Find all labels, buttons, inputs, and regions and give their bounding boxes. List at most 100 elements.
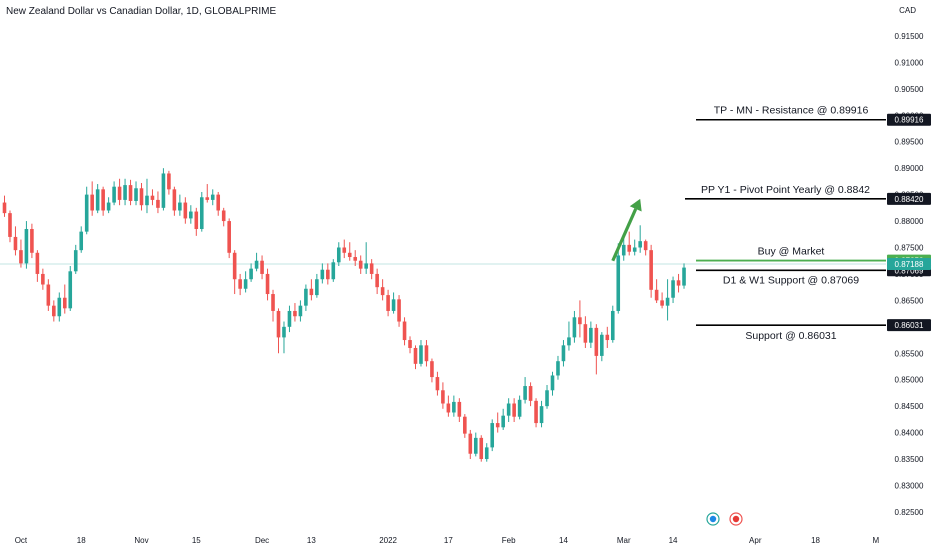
x-tick-label: Feb <box>502 536 516 545</box>
candle-body <box>150 195 155 200</box>
candle-body <box>342 247 347 253</box>
candle-body <box>128 185 133 201</box>
flag-nz-icon <box>709 515 717 523</box>
flag-ca-icon <box>732 515 740 523</box>
price-tag-text: 0.88420 <box>895 195 924 204</box>
candle-body <box>254 260 259 269</box>
candle-body <box>326 269 330 280</box>
candle-body <box>2 202 7 214</box>
candle-body <box>539 406 544 424</box>
price-levels: TP - MN - Resistance @ 0.89916 PP Y1 - Pi… <box>685 105 886 342</box>
candle-body <box>605 334 610 341</box>
candle-body <box>473 437 478 454</box>
candle-body <box>156 199 160 208</box>
level-label: TP - MN - Resistance @ 0.89916 <box>714 105 869 117</box>
price-tag-text: 0.86031 <box>895 321 924 330</box>
candle-body <box>79 231 84 251</box>
candle-body <box>309 288 314 296</box>
candle-body <box>654 289 659 301</box>
candle-body <box>397 299 401 322</box>
candle-body <box>556 361 560 376</box>
x-tick-label: 15 <box>192 536 201 545</box>
candle-body <box>167 173 171 190</box>
price-tag-text: 0.87069 <box>895 266 924 275</box>
candle-body <box>441 390 445 404</box>
candle-body <box>238 279 242 289</box>
candle-body <box>567 337 571 346</box>
candle-body <box>671 280 675 298</box>
candle-body <box>413 347 418 364</box>
candle-body <box>353 257 358 261</box>
candle-body <box>660 300 664 306</box>
y-tick-label: 0.87500 <box>895 244 924 253</box>
candle-body <box>8 213 12 237</box>
candle-body <box>265 273 270 295</box>
candle-body <box>227 221 231 253</box>
candle-body <box>484 447 489 460</box>
candle-body <box>194 211 199 229</box>
candle-body <box>501 415 505 428</box>
x-tick-label: 13 <box>307 536 316 545</box>
candle-body <box>358 260 363 269</box>
candle-body <box>19 250 23 264</box>
x-tick-label: 2022 <box>379 536 397 545</box>
candle-body <box>424 345 429 362</box>
candle-body <box>347 252 352 258</box>
x-tick-label: Apr <box>749 536 762 545</box>
candle-body <box>315 279 319 296</box>
candle-body <box>627 244 632 252</box>
y-tick-label: 0.91500 <box>895 32 924 41</box>
candle-body <box>145 195 149 206</box>
candle-body <box>419 345 423 364</box>
candle-body <box>523 386 527 400</box>
candle-body <box>205 197 210 200</box>
price-tag <box>887 319 931 332</box>
candle-body <box>391 299 396 311</box>
candle-body <box>112 186 116 203</box>
x-tick-label: 18 <box>811 536 820 545</box>
y-tick-label: 0.84500 <box>895 402 924 411</box>
candle-body <box>561 345 566 362</box>
candle-body <box>172 189 177 211</box>
candle-body <box>46 284 51 306</box>
candle-body <box>463 416 467 434</box>
candle-body <box>336 247 341 263</box>
price-tag-text: 0.89916 <box>895 116 924 125</box>
x-tick-label: 18 <box>77 536 86 545</box>
candle-body <box>243 279 248 289</box>
candle-body <box>134 188 138 201</box>
candle-body <box>13 236 18 251</box>
candle-body <box>457 401 462 417</box>
candle-body <box>430 361 434 378</box>
candle-body <box>24 228 29 264</box>
candles <box>2 168 686 462</box>
candle-body <box>139 188 144 206</box>
candle-body <box>452 401 456 413</box>
trend-arrow-head <box>629 198 642 212</box>
candle-body <box>517 399 522 417</box>
y-tick-label: 0.86500 <box>895 296 924 305</box>
candle-body <box>271 294 275 311</box>
candle-body <box>512 403 516 417</box>
price-tag <box>887 113 931 126</box>
candle-body <box>402 321 407 341</box>
candle-body <box>161 173 166 208</box>
candle-body <box>468 433 473 454</box>
candle-body <box>528 386 533 401</box>
level-label: PP Y1 - Pivot Point Yearly @ 0.8842 <box>701 184 870 196</box>
candle-body <box>249 268 253 280</box>
candle-body <box>490 423 495 448</box>
trend-arrow-group <box>611 198 642 262</box>
x-tick-label: Nov <box>134 536 148 545</box>
y-tick-label: 0.89000 <box>895 164 924 173</box>
candle-body <box>30 228 34 253</box>
candle-body <box>232 252 237 280</box>
candle-body <box>408 340 412 348</box>
x-tick-label: Mar <box>617 536 631 545</box>
candle-body <box>260 260 264 274</box>
candle-body <box>178 202 182 211</box>
candle-body <box>446 403 451 413</box>
candle-body <box>293 310 297 317</box>
candle-body <box>364 263 368 269</box>
